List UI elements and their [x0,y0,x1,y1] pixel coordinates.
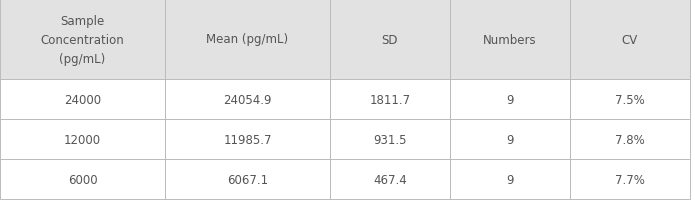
Bar [450,0,570,80]
Bar [570,119,690,159]
Bar [330,80,450,119]
Bar [165,0,330,80]
Bar [570,80,690,119]
Bar [165,119,330,159]
Text: CV: CV [622,33,638,46]
Bar [165,159,330,199]
Text: 11985.7: 11985.7 [223,133,272,146]
Text: 6000: 6000 [67,173,97,186]
Bar [165,80,330,119]
Text: 7.8%: 7.8% [615,133,645,146]
Bar [330,159,450,199]
Text: Sample
Concentration
(pg/mL): Sample Concentration (pg/mL) [40,14,124,65]
Bar [0,0,165,80]
Text: Numbers: Numbers [483,33,537,46]
Text: 7.5%: 7.5% [615,93,645,106]
Text: 7.7%: 7.7% [615,173,645,186]
Text: 9: 9 [506,173,514,186]
Text: SD: SD [382,33,398,46]
Text: 24000: 24000 [64,93,101,106]
Bar [330,0,450,80]
Text: 931.5: 931.5 [373,133,407,146]
Text: 12000: 12000 [64,133,101,146]
Text: 9: 9 [506,133,514,146]
Bar [450,119,570,159]
Bar [450,159,570,199]
Text: 9: 9 [506,93,514,106]
Text: 467.4: 467.4 [373,173,407,186]
Bar [0,80,165,119]
Bar [570,159,690,199]
Text: 1811.7: 1811.7 [370,93,411,106]
Bar [0,159,165,199]
Bar [570,0,690,80]
Bar [450,80,570,119]
Bar [330,119,450,159]
Bar [0,119,165,159]
Text: Mean (pg/mL): Mean (pg/mL) [206,33,288,46]
Text: 6067.1: 6067.1 [227,173,268,186]
Text: 24054.9: 24054.9 [223,93,272,106]
